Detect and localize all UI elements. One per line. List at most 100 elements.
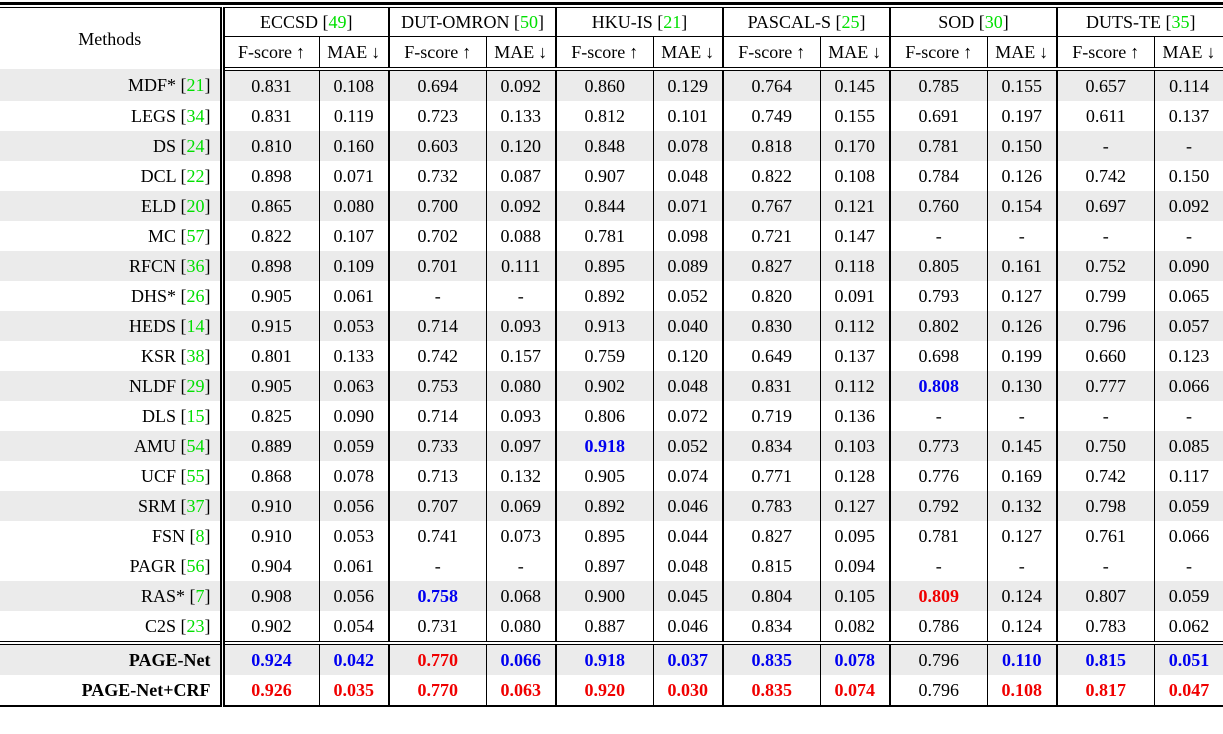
citation-ref[interactable]: 21 [186, 75, 205, 95]
mae-cell: 0.136 [819, 401, 891, 431]
citation-ref[interactable]: 29 [186, 376, 205, 396]
mae-cell: 0.066 [1153, 371, 1223, 401]
fscore-cell: 0.719 [722, 401, 821, 431]
mae-cell: 0.145 [986, 431, 1058, 461]
fscore-cell: 0.804 [722, 581, 821, 611]
citation-ref[interactable]: 26 [186, 286, 205, 306]
table-row: HEDS [14] 0.915 0.053 0.714 0.093 0.913 0.040 0… [0, 311, 1223, 341]
fscore-cell: 0.796 [889, 675, 988, 706]
citation-ref[interactable]: 30 [984, 12, 1003, 32]
citation-ref[interactable]: 24 [186, 136, 205, 156]
methods-header: Methods [0, 7, 225, 69]
method-cell: UCF [55] [0, 461, 225, 491]
mae-cell: 0.118 [819, 251, 891, 281]
fscore-cell: 0.907 [555, 161, 654, 191]
mae-cell: 0.098 [652, 221, 724, 251]
citation-ref[interactable]: 14 [186, 316, 205, 336]
fscore-cell: 0.723 [388, 101, 487, 131]
fscore-cell: 0.835 [722, 675, 821, 706]
fscore-header: F-score ↑ [388, 36, 487, 71]
mae-cell: 0.150 [1153, 161, 1223, 191]
fscore-cell: - [388, 281, 487, 311]
citation-ref[interactable]: 22 [186, 166, 205, 186]
citation-ref[interactable]: 23 [186, 616, 205, 636]
method-cell: KSR [38] [0, 341, 225, 371]
fscore-cell: 0.815 [1056, 641, 1155, 675]
citation-ref[interactable]: 50 [519, 12, 538, 32]
mae-cell: 0.057 [1153, 311, 1223, 341]
mae-cell: 0.048 [652, 371, 724, 401]
fscore-cell: - [1056, 401, 1155, 431]
mae-cell: 0.068 [485, 581, 557, 611]
citation-ref[interactable]: 37 [186, 496, 205, 516]
mae-cell: 0.066 [485, 641, 557, 675]
method-cell: DLS [15] [0, 401, 225, 431]
fscore-cell: 0.895 [555, 521, 654, 551]
mae-cell: 0.048 [652, 551, 724, 581]
fscore-cell: 0.700 [388, 191, 487, 221]
fscore-cell: 0.806 [555, 401, 654, 431]
dataset-header: SOD [30] [889, 7, 1058, 37]
table-row: ELD [20] 0.865 0.080 0.700 0.092 0.844 0.071 0.… [0, 191, 1223, 221]
table-row: KSR [38] 0.801 0.133 0.742 0.157 0.759 0.120 0.… [0, 341, 1223, 371]
fscore-cell: 0.830 [722, 311, 821, 341]
citation-ref[interactable]: 38 [186, 346, 205, 366]
fscore-cell: - [889, 401, 988, 431]
mae-cell: 0.160 [318, 131, 390, 161]
citation-ref[interactable]: 54 [186, 436, 205, 456]
table-row: RAS* [7] 0.908 0.056 0.758 0.068 0.900 0.045 0.… [0, 581, 1223, 611]
method-cell: FSN [8] [0, 521, 225, 551]
mae-cell: 0.091 [819, 281, 891, 311]
mae-cell: 0.035 [318, 675, 390, 706]
table-row: PAGR [56] 0.904 0.061- -0.897 0.048 0.815 0.09… [0, 551, 1223, 581]
citation-ref[interactable]: 25 [841, 12, 860, 32]
fscore-cell: 0.749 [722, 101, 821, 131]
fscore-cell: 0.714 [388, 311, 487, 341]
fscore-cell: - [388, 551, 487, 581]
mae-header: MAE ↓ [318, 36, 390, 71]
method-cell: PAGR [56] [0, 551, 225, 581]
citation-ref[interactable]: 15 [186, 406, 205, 426]
fscore-cell: 0.741 [388, 521, 487, 551]
fscore-cell: 0.918 [555, 641, 654, 675]
citation-ref[interactable]: 57 [186, 226, 205, 246]
citation-ref[interactable]: 55 [186, 466, 205, 486]
fscore-cell: 0.831 [722, 371, 821, 401]
mae-cell: 0.123 [1153, 341, 1223, 371]
fscore-cell: 0.760 [889, 191, 988, 221]
fscore-cell: 0.802 [889, 311, 988, 341]
mae-cell: 0.124 [986, 611, 1058, 643]
fscore-cell: 0.713 [388, 461, 487, 491]
mae-cell: 0.052 [652, 431, 724, 461]
fscore-cell: 0.776 [889, 461, 988, 491]
table-row: NLDF [29] 0.905 0.063 0.753 0.080 0.902 0.048 0… [0, 371, 1223, 401]
fscore-cell: 0.784 [889, 161, 988, 191]
citation-ref[interactable]: 7 [195, 586, 205, 606]
mae-cell: - [986, 221, 1058, 251]
citation-ref[interactable]: 35 [1171, 12, 1190, 32]
mae-cell: 0.109 [318, 251, 390, 281]
fscore-cell: 0.691 [889, 101, 988, 131]
mae-cell: 0.155 [819, 101, 891, 131]
mae-cell: 0.197 [986, 101, 1058, 131]
mae-cell: 0.059 [1153, 491, 1223, 521]
citation-ref[interactable]: 20 [186, 196, 205, 216]
mae-cell: 0.093 [485, 401, 557, 431]
mae-cell: 0.048 [652, 161, 724, 191]
fscore-cell: 0.758 [388, 581, 487, 611]
method-cell: MC [57] [0, 221, 225, 251]
down-arrow-icon: ↓ [371, 42, 381, 62]
fscore-cell: 0.771 [722, 461, 821, 491]
citation-ref[interactable]: 21 [663, 12, 682, 32]
up-arrow-icon: ↑ [629, 42, 639, 62]
mae-cell: 0.052 [652, 281, 724, 311]
citation-ref[interactable]: 8 [195, 526, 205, 546]
citation-ref[interactable]: 36 [186, 256, 205, 276]
mae-cell: 0.170 [819, 131, 891, 161]
citation-ref[interactable]: 49 [328, 12, 347, 32]
fscore-cell: 0.742 [1056, 461, 1155, 491]
citation-ref[interactable]: 34 [186, 106, 205, 126]
citation-ref[interactable]: 56 [186, 556, 205, 576]
table-row: MDF* [21] 0.831 0.108 0.694 0.092 0.860 0.129 0… [0, 69, 1223, 101]
mae-cell: 0.145 [819, 69, 891, 101]
